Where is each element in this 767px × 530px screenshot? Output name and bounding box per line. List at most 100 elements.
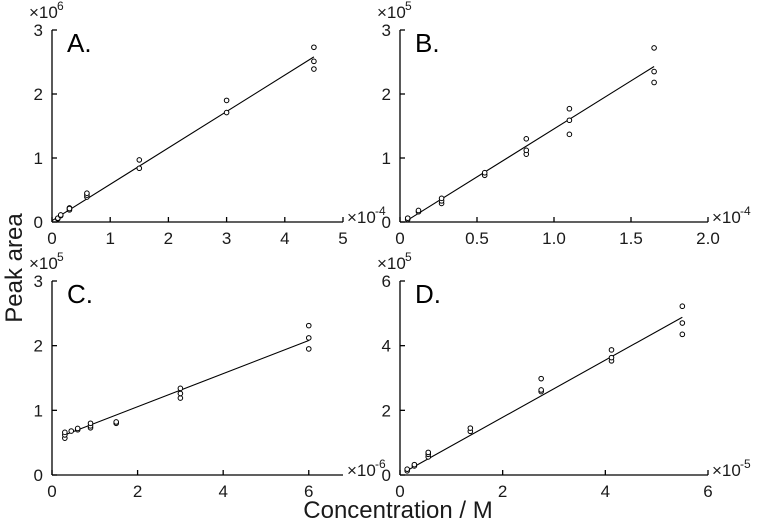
data-point [57,212,64,218]
y-tick-label: 0 [382,213,391,232]
y-multiplier: ×10 [377,254,406,273]
x-multiplier-exponent: -6 [375,457,386,471]
x-tick-label: 4 [218,482,227,501]
data-point [62,429,68,436]
data-point [651,45,657,51]
x-tick-label: 2 [164,229,173,248]
data-point [136,165,143,172]
data-point [608,354,615,361]
data-point [223,109,230,116]
data-point [177,390,184,397]
data-point [305,335,312,341]
y-tick-label: 1 [34,401,43,420]
data-point [177,385,184,392]
data-point [467,425,474,431]
y-tick-label: 2 [34,337,43,356]
x-tick-label: 5 [338,229,347,248]
x-multiplier: ×10 [347,208,376,227]
data-point [523,136,530,142]
x-tick-label: 0 [395,482,404,501]
data-point [566,105,573,112]
x-tick-label: 2 [133,482,142,501]
x-tick-label: 4 [280,229,289,248]
y-tick-label: 3 [382,21,391,40]
data-point [136,157,143,163]
fit-line [51,56,315,222]
data-point [538,387,544,393]
data-point [608,347,615,353]
y-tick-label: 0 [382,466,391,485]
x-tick-label: 2.0 [696,229,720,248]
x-tick-label: 1.0 [542,229,566,248]
y-multiplier: ×10 [29,254,58,273]
data-point [538,375,544,382]
x-multiplier-exponent: -4 [740,204,751,218]
y-tick-label: 1 [382,149,391,168]
data-point [113,419,119,425]
data-point [305,346,312,352]
y-tick-label: 1 [34,149,43,168]
data-point [679,331,686,338]
x-axis-title: Concentration / M [303,497,492,524]
data-point [66,205,73,212]
x-tick-label: 0.5 [465,229,489,248]
data-point [651,68,657,75]
data-point [305,322,312,329]
y-multiplier-exponent: 5 [405,250,412,264]
y-multiplier-exponent: 6 [57,0,64,13]
y-multiplier-exponent: 5 [405,0,412,13]
y-tick-label: 0 [34,213,43,232]
y-tick-label: 2 [382,401,391,420]
fit-line [64,339,309,436]
y-multiplier: ×10 [29,3,58,22]
y-tick-label: 2 [382,85,391,104]
data-point [481,169,488,176]
data-point [311,66,317,72]
x-tick-label: 6 [703,482,712,501]
y-tick-label: 4 [382,337,391,356]
x-multiplier-exponent: -5 [740,457,751,471]
panel-label: C. [67,279,93,309]
data-point [651,79,657,86]
y-tick-label: 0 [34,466,43,485]
x-tick-label: 2 [498,482,507,501]
data-point [523,147,530,154]
x-tick-label: 0 [47,229,56,248]
data-point [177,395,184,401]
data-point [311,58,317,65]
y-axis-title: Peak area [1,213,28,323]
y-tick-label: 2 [34,85,43,104]
panel-label: D. [415,279,441,309]
x-multiplier: ×10 [712,208,741,227]
y-tick-label: 3 [34,21,43,40]
x-multiplier: ×10 [347,461,376,480]
data-point [223,97,230,104]
data-point [87,420,94,427]
y-tick-label: 3 [34,272,43,291]
x-tick-label: 0 [47,482,56,501]
data-point [425,449,432,456]
x-multiplier: ×10 [712,461,741,480]
fit-line [406,316,683,471]
x-tick-label: 3 [222,229,231,248]
data-point [68,428,75,434]
data-point [415,207,422,214]
x-tick-label: 0 [395,229,404,248]
data-point [566,131,573,138]
x-tick-label: 6 [304,482,313,501]
panel-label: A. [67,28,92,58]
x-tick-label: 1.5 [619,229,643,248]
data-point [404,466,410,472]
y-multiplier-exponent: 5 [57,250,64,264]
x-multiplier-exponent: -4 [375,204,386,218]
data-point [404,215,411,221]
data-point [84,190,90,196]
data-point [679,303,686,310]
x-tick-label: 4 [601,482,610,501]
data-point [679,320,686,326]
